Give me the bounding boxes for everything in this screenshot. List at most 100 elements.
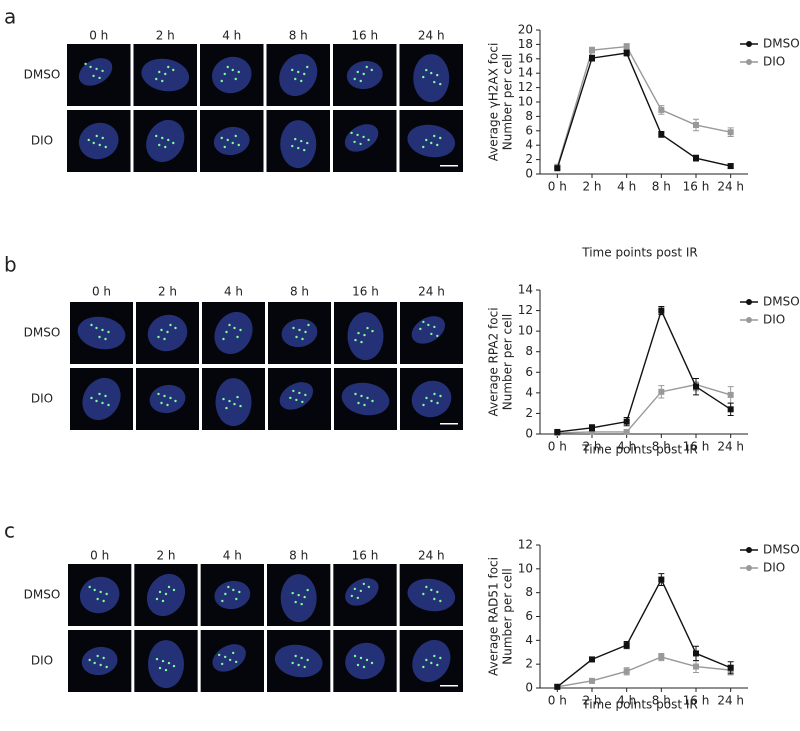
data-point (623, 642, 630, 649)
data-point (589, 428, 595, 435)
y-axis-label: Number per cell (501, 54, 515, 150)
focus (228, 658, 232, 662)
y-tick-label: 6 (525, 365, 533, 379)
legend-marker (746, 299, 752, 305)
focus (93, 661, 96, 665)
focus (294, 77, 297, 81)
focus (88, 658, 91, 662)
focus (169, 396, 172, 400)
data-point (693, 383, 699, 390)
column-label: 2 h (158, 285, 177, 299)
focus (436, 143, 439, 147)
data-point (658, 131, 665, 138)
data-point (554, 683, 561, 690)
focus (306, 65, 309, 69)
legend-marker (746, 59, 752, 65)
nucleus (213, 126, 250, 156)
focus (88, 585, 91, 589)
focus (166, 330, 169, 334)
focus (291, 144, 294, 148)
data-point (658, 576, 665, 583)
focus (297, 70, 300, 74)
panel-letter: b (4, 253, 17, 277)
focus (95, 326, 98, 330)
column-label: 8 h (290, 285, 309, 299)
x-tick-label: 16 h (683, 694, 710, 708)
data-point (589, 55, 595, 62)
focus (92, 74, 95, 78)
focus (233, 326, 236, 330)
focus (363, 403, 366, 407)
focus (436, 334, 439, 338)
focus (98, 335, 101, 339)
panel-letter: c (4, 519, 15, 543)
focus (354, 338, 357, 342)
data-point (589, 47, 595, 54)
focus (353, 654, 357, 658)
column-label: 24 h (418, 549, 445, 563)
focus (227, 585, 230, 589)
legend-marker (746, 565, 752, 571)
focus (225, 330, 228, 334)
focus (359, 589, 363, 593)
data-point (693, 650, 699, 657)
focus (158, 70, 161, 74)
data-point (623, 43, 630, 50)
focus (291, 591, 294, 595)
data-point (554, 428, 561, 435)
focus (430, 141, 433, 145)
focus (353, 77, 356, 81)
focus (365, 658, 369, 662)
nucleus (215, 378, 252, 427)
series-line (556, 45, 731, 167)
row-label: DMSO (24, 68, 61, 82)
focus (303, 595, 306, 599)
x-tick-label: 2 h (582, 694, 601, 708)
nucleus (211, 56, 252, 94)
focus (289, 396, 292, 400)
focus (430, 661, 433, 665)
focus (439, 656, 442, 660)
nucleus (412, 639, 451, 683)
focus (292, 326, 295, 330)
focus (163, 337, 166, 341)
focus (422, 75, 425, 79)
focus (425, 658, 428, 662)
data-point (727, 129, 734, 136)
focus (231, 141, 234, 145)
focus (366, 326, 369, 330)
y-axis-label: Average γH2AX foci (487, 43, 501, 162)
focus (301, 337, 304, 341)
nucleus (82, 377, 121, 421)
focus (92, 141, 95, 145)
focus (225, 406, 228, 410)
y-tick-label: 14 (518, 283, 533, 297)
data-point (658, 106, 665, 113)
focus (99, 663, 102, 667)
y-axis-label: Number per cell (501, 568, 515, 664)
focus (164, 592, 168, 596)
focus (161, 659, 165, 663)
focus (371, 399, 374, 403)
nucleus (413, 54, 450, 103)
focus (433, 392, 436, 396)
focus (223, 145, 226, 149)
data-point (623, 428, 630, 435)
y-tick-label: 4 (525, 138, 533, 152)
column-label: 16 h (352, 285, 379, 299)
scale-bar (440, 165, 458, 167)
focus (439, 394, 442, 398)
y-tick-label: 4 (525, 385, 533, 399)
focus (430, 588, 433, 592)
focus (220, 136, 223, 140)
nucleus (214, 311, 253, 355)
column-label: 16 h (352, 549, 379, 563)
focus (436, 73, 439, 77)
focus (96, 597, 99, 601)
y-tick-label: 12 (518, 538, 533, 552)
data-point (693, 122, 699, 129)
focus (107, 330, 110, 334)
focus (422, 320, 425, 324)
nucleus (411, 380, 452, 418)
y-tick-label: 10 (518, 95, 533, 109)
